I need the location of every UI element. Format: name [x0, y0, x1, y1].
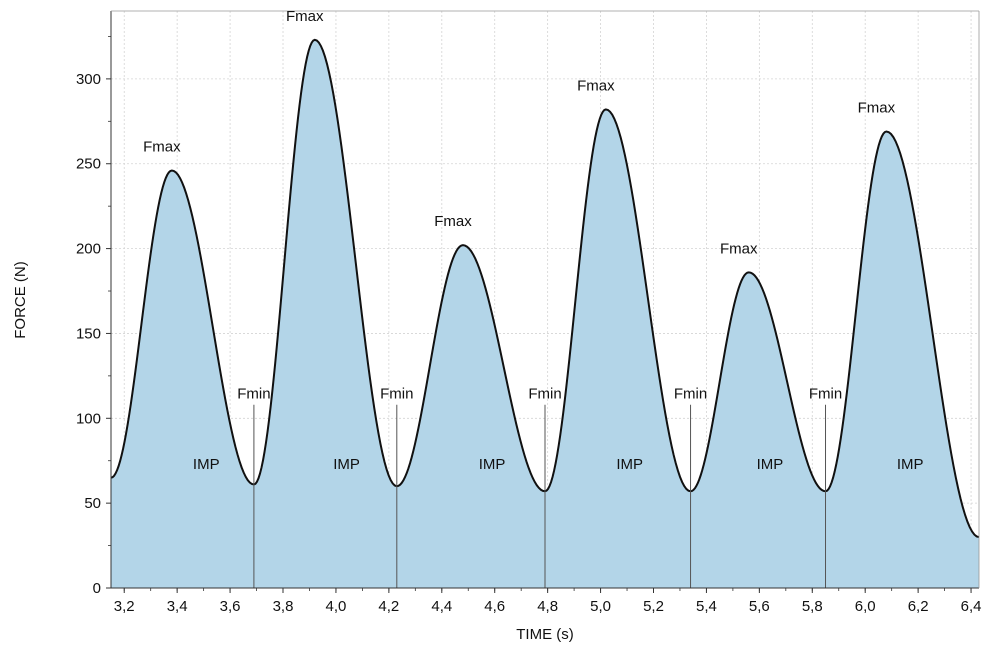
x-tick-label: 3,4: [167, 598, 188, 615]
x-tick-label: 5,6: [749, 598, 770, 615]
fmin-label: Fmin: [237, 386, 270, 403]
x-tick-label: 3,8: [273, 598, 294, 615]
y-tick-label: 100: [76, 410, 101, 427]
x-tick-label: 4,0: [326, 598, 347, 615]
x-tick-label: 6,4: [961, 598, 982, 615]
annotations: Fmax Fmax Fmax Fmax Fmax Fmax Fmin Fmin Fmin Fmin…: [143, 8, 923, 473]
y-tick-label: 50: [84, 495, 101, 512]
fmin-label: Fmin: [528, 386, 561, 403]
y-axis-title: FORCE (N): [12, 261, 29, 339]
fmax-label: Fmax: [434, 213, 472, 230]
x-tick-label: 4,2: [378, 598, 399, 615]
fmax-label: Fmax: [858, 99, 896, 116]
impulse-label: IMP: [479, 456, 506, 473]
impulse-label: IMP: [193, 456, 220, 473]
fmin-label: Fmin: [809, 386, 842, 403]
x-tick-label: 4,8: [537, 598, 558, 615]
x-axis-title: TIME (s): [516, 626, 574, 643]
x-tick-label: 4,6: [484, 598, 505, 615]
x-tick-label: 6,2: [908, 598, 929, 615]
y-tick-label: 300: [76, 71, 101, 88]
x-tick-label: 5,0: [590, 598, 611, 615]
fmin-label: Fmin: [674, 386, 707, 403]
fmax-label: Fmax: [577, 77, 615, 94]
x-tick-label: 5,8: [802, 598, 823, 615]
impulse-label: IMP: [616, 456, 643, 473]
y-tick-label: 0: [93, 580, 101, 597]
fmax-label: Fmax: [143, 139, 181, 156]
fmax-label: Fmax: [720, 240, 758, 257]
x-tick-label: 3,2: [114, 598, 135, 615]
x-tick-label: 3,6: [220, 598, 241, 615]
impulse-label: IMP: [757, 456, 784, 473]
x-tick-label: 5,2: [643, 598, 664, 615]
axes: [106, 10, 980, 593]
area-fill: [111, 39, 979, 589]
y-tick-label: 250: [76, 156, 101, 173]
tick-labels: 3,2 3,4 3,6 3,8 4,0 4,2 4,4 4,6 4,8 5,0 5,2 5,4 5,6 5…: [76, 71, 982, 615]
x-tick-label: 6,0: [855, 598, 876, 615]
impulse-label: IMP: [333, 456, 360, 473]
y-tick-label: 200: [76, 241, 101, 258]
fmin-label: Fmin: [380, 386, 413, 403]
x-tick-label: 4,4: [431, 598, 452, 615]
x-tick-label: 5,4: [696, 598, 717, 615]
y-tick-label: 150: [76, 325, 101, 342]
fmax-label: Fmax: [286, 8, 324, 25]
fmin-markers: [253, 404, 827, 588]
impulse-label: IMP: [897, 456, 924, 473]
